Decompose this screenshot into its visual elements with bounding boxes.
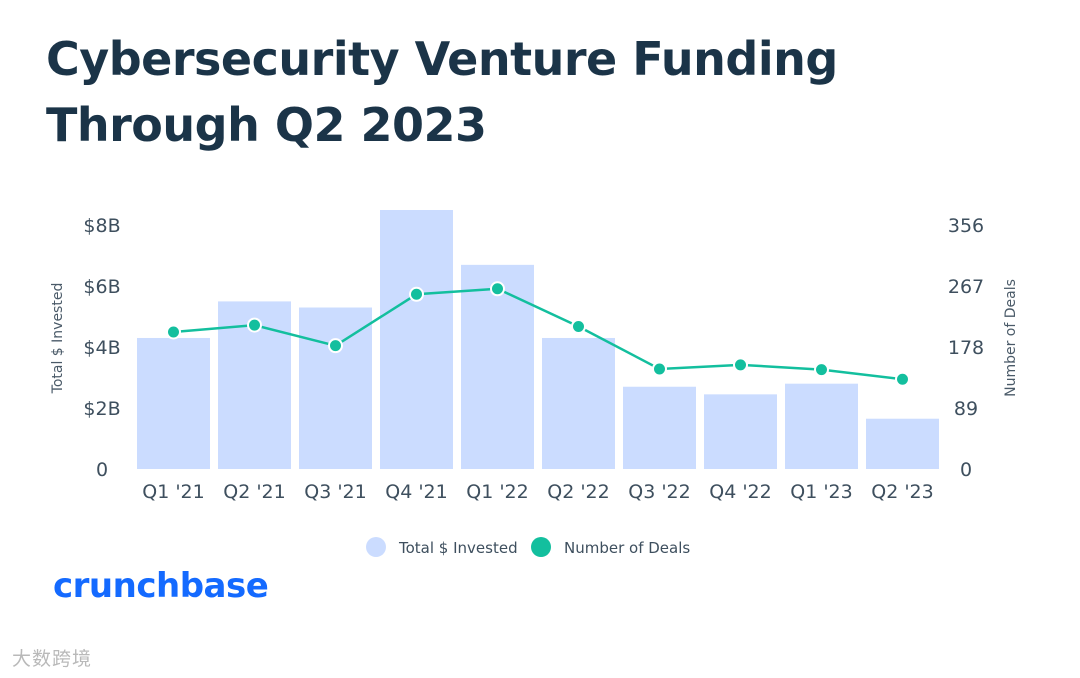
- right-tick-label: 0: [960, 459, 972, 481]
- legend-swatch-invested: [366, 537, 386, 557]
- chart-title: Cybersecurity Venture Funding Through Q2…: [46, 32, 838, 152]
- bar-4: [380, 210, 453, 469]
- legend-swatch-deals: [531, 537, 551, 557]
- deals-point-6: [571, 318, 586, 334]
- watermark: 大数跨境: [12, 648, 93, 670]
- deals-point-2: [247, 317, 262, 333]
- left-axis-title: Total $ Invested: [50, 283, 66, 395]
- x-tick-label: Q1 '22: [466, 481, 528, 503]
- left-tick-label: $8B: [83, 215, 120, 237]
- bar-7: [623, 386, 696, 469]
- left-tick-label: $6B: [83, 276, 120, 298]
- right-tick-label: 89: [954, 398, 978, 420]
- bar-8: [704, 394, 777, 469]
- x-tick-label: Q2 '22: [547, 481, 609, 503]
- legend-label-deals: Number of Deals: [564, 539, 690, 557]
- x-tick-label: Q3 '22: [628, 481, 690, 503]
- x-tick-label: Q1 '23: [790, 481, 852, 503]
- x-tick-label: Q1 '21: [142, 481, 204, 503]
- left-tick-label: 0: [96, 459, 108, 481]
- bar-1: [137, 337, 210, 469]
- x-tick-label: Q2 '23: [871, 481, 933, 503]
- deals-point-4: [409, 286, 424, 302]
- deals-point-8: [733, 357, 748, 373]
- bar-6: [542, 337, 615, 469]
- right-tick-label: 178: [948, 337, 984, 359]
- right-axis-title: Number of Deals: [1003, 279, 1019, 397]
- deals-point-10: [895, 371, 910, 387]
- x-tick-label: Q2 '21: [223, 481, 285, 503]
- right-tick-label: 267: [948, 276, 984, 298]
- right-tick-label: 356: [948, 215, 984, 237]
- left-tick-label: $2B: [83, 398, 120, 420]
- bar-9: [785, 383, 858, 469]
- deals-point-7: [652, 361, 667, 377]
- deals-point-5: [490, 281, 505, 297]
- legend-label-invested: Total $ Invested: [398, 539, 518, 557]
- deals-line: [173, 287, 903, 381]
- crunchbase-logo: crunchbase: [53, 566, 269, 606]
- deals-point-9: [814, 362, 829, 378]
- x-tick-label: Q4 '22: [709, 481, 771, 503]
- x-tick-label: Q4 '21: [385, 481, 447, 503]
- left-tick-label: $4B: [83, 337, 120, 359]
- bar-10: [866, 418, 939, 469]
- x-tick-label: Q3 '21: [304, 481, 366, 503]
- bar-3: [299, 307, 372, 469]
- deals-point-3: [328, 338, 343, 354]
- deals-point-1: [166, 324, 181, 340]
